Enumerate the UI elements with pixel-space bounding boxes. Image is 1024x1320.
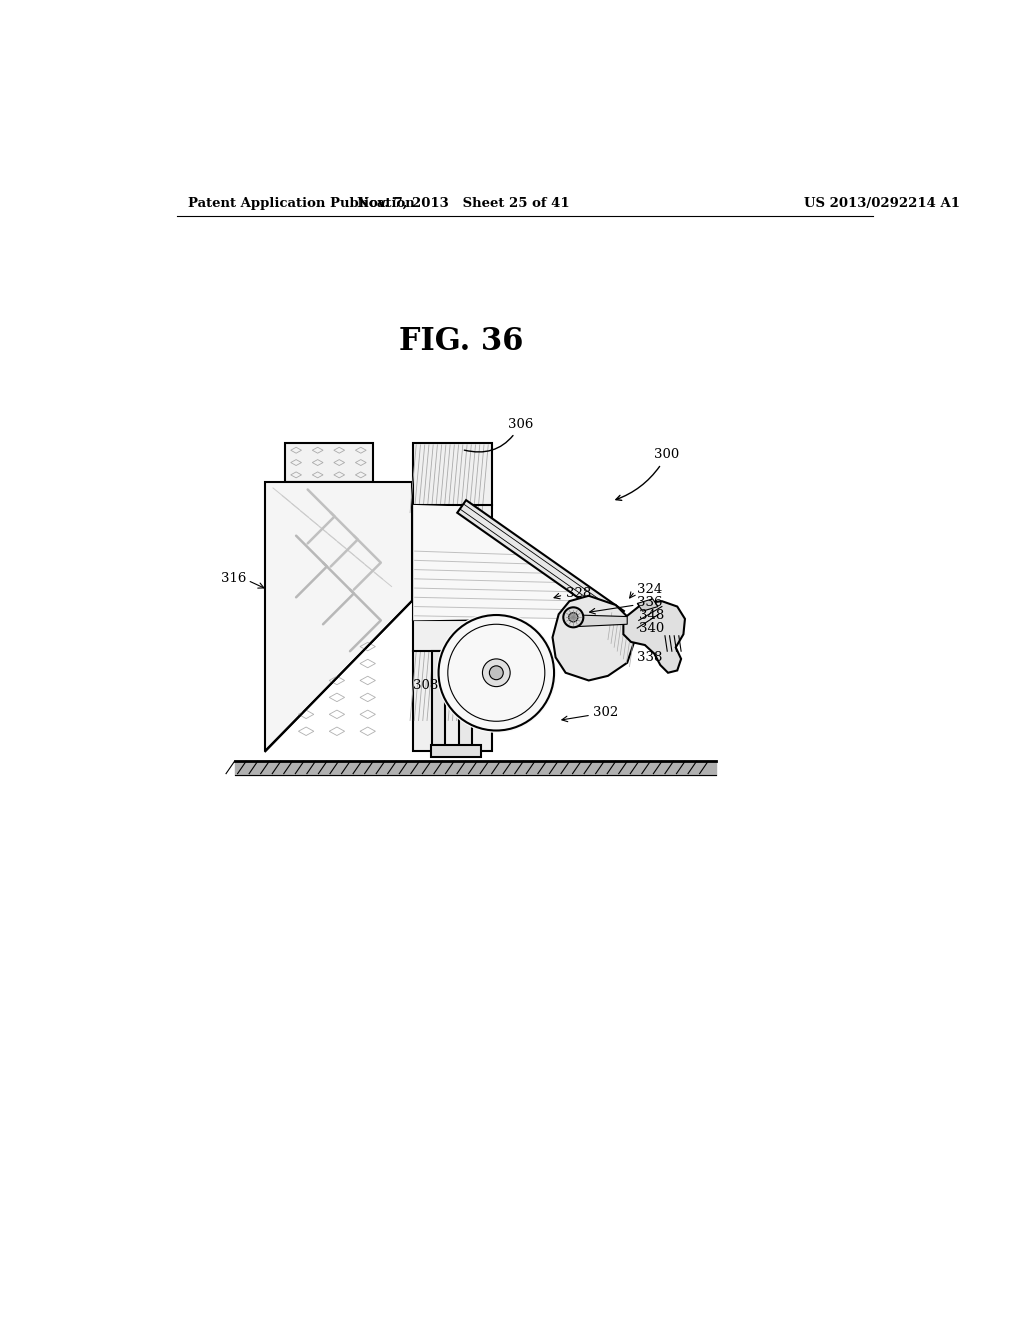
Text: 328: 328 <box>565 587 591 601</box>
Polygon shape <box>285 444 373 482</box>
Circle shape <box>436 612 556 733</box>
Text: 306: 306 <box>464 417 534 451</box>
Polygon shape <box>460 651 472 751</box>
Polygon shape <box>431 744 481 758</box>
Text: Nov. 7, 2013   Sheet 25 of 41: Nov. 7, 2013 Sheet 25 of 41 <box>357 197 569 210</box>
Polygon shape <box>265 482 412 751</box>
Circle shape <box>568 612 578 622</box>
Polygon shape <box>637 599 658 611</box>
Circle shape <box>489 665 503 680</box>
Text: 338: 338 <box>637 651 663 664</box>
Polygon shape <box>458 500 624 623</box>
Polygon shape <box>413 506 620 620</box>
Text: US 2013/0292214 A1: US 2013/0292214 A1 <box>804 197 961 210</box>
Circle shape <box>563 607 584 627</box>
Text: 336: 336 <box>637 597 663 610</box>
Text: FIG. 36: FIG. 36 <box>399 326 524 358</box>
Text: Patent Application Publication: Patent Application Publication <box>188 197 415 210</box>
Text: 302: 302 <box>593 706 617 719</box>
Text: 316: 316 <box>221 572 246 585</box>
Text: 300: 300 <box>615 449 679 500</box>
Polygon shape <box>624 601 685 673</box>
Text: 308: 308 <box>414 680 438 693</box>
Polygon shape <box>413 444 493 751</box>
Polygon shape <box>553 595 635 681</box>
Polygon shape <box>432 651 444 751</box>
Polygon shape <box>571 615 628 627</box>
Text: 340: 340 <box>639 622 664 635</box>
Circle shape <box>482 659 510 686</box>
Text: 348: 348 <box>639 610 664 622</box>
Text: 324: 324 <box>637 583 663 597</box>
